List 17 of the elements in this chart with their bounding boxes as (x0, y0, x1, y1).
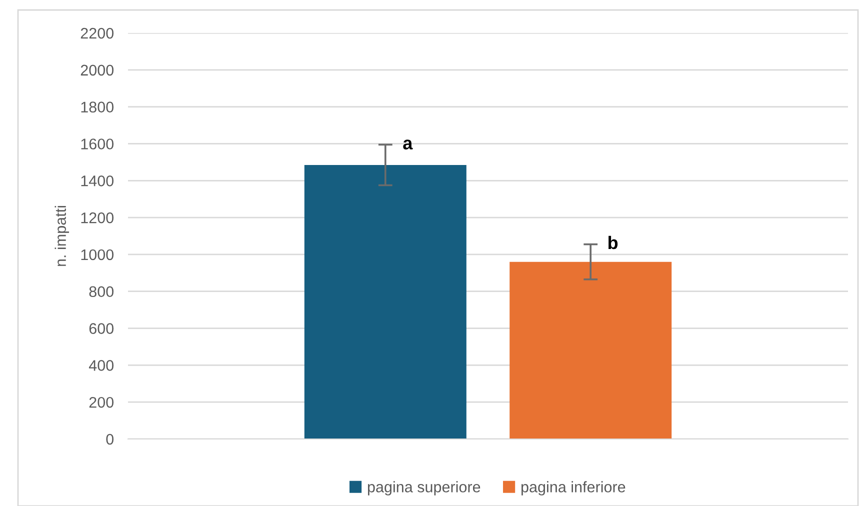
annotation: b (608, 236, 618, 250)
y-tick-label: 2000 (80, 64, 114, 76)
y-tick-label: 1200 (81, 212, 114, 224)
y-tick-label: 1000 (81, 249, 114, 260)
y-tick-label: 0 (106, 434, 114, 445)
y-tick-label: 1600 (81, 138, 114, 150)
y-axis-title: n. impatti (54, 206, 70, 266)
y-tick-label: 1800 (81, 102, 114, 113)
y-tick-label: 1400 (81, 176, 114, 186)
y-tick-label: 600 (89, 323, 114, 334)
y-tick-label: 200 (89, 396, 114, 408)
y-tick-label: 400 (88, 360, 114, 371)
y-tick-label: 2200 (80, 28, 114, 39)
y-tick-label: 800 (89, 286, 114, 298)
legend-label: pagina superiore (368, 481, 480, 496)
annotation: a (403, 140, 413, 150)
legend-label: pagina inferiore (522, 481, 626, 496)
